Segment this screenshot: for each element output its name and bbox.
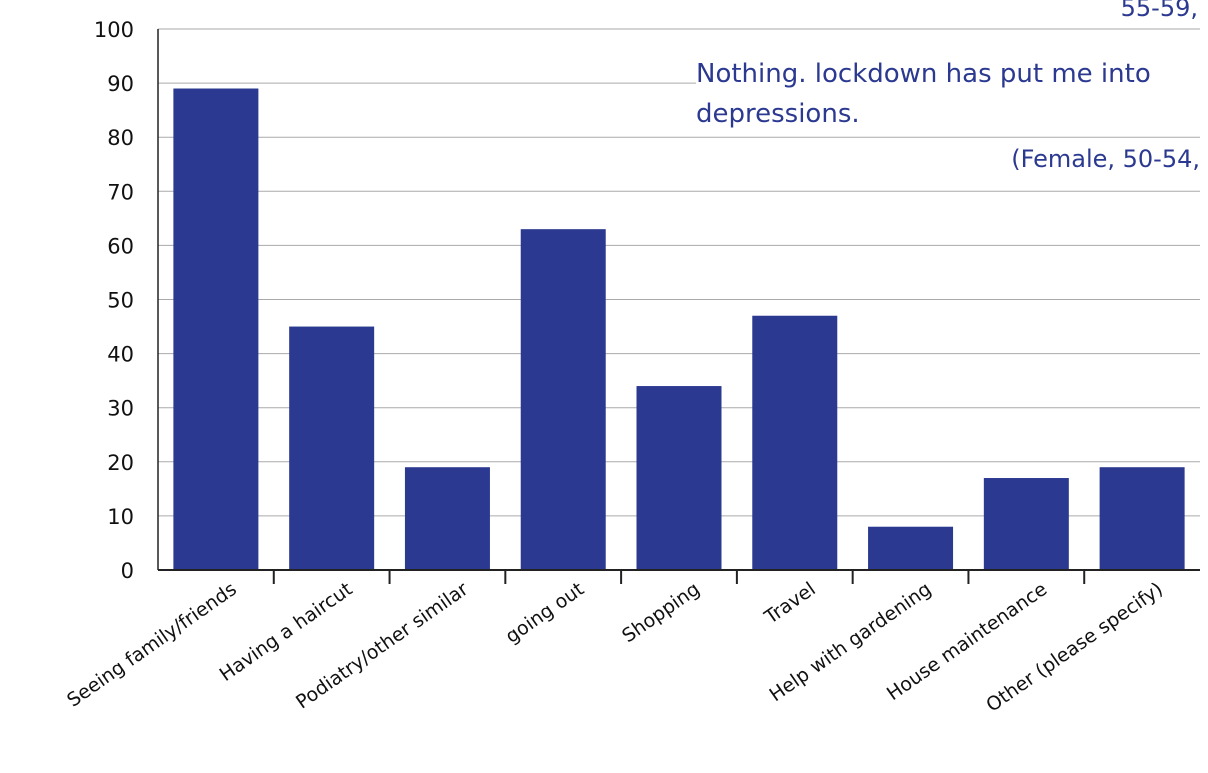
x-tick-label: Seeing family/friends (63, 578, 241, 712)
bar (404, 467, 490, 570)
y-tick-label: 0 (121, 559, 134, 583)
y-tick-label: 60 (107, 234, 134, 258)
y-tick-label: 40 (107, 343, 134, 367)
y-axis-ticks: 0 10 20 30 40 50 60 70 80 90 100 (94, 18, 134, 583)
bar (868, 526, 954, 570)
quote-text: Nothing. lockdown has put me into depres… (696, 54, 1202, 134)
quote-attribution: (Female, 50-54, (900, 141, 1200, 177)
y-tick-label: 30 (107, 397, 134, 421)
y-tick-label: 80 (107, 126, 134, 150)
x-tick-label: Shopping (618, 578, 704, 647)
bar (983, 478, 1069, 570)
bars (173, 88, 1185, 571)
bar (752, 315, 838, 570)
bar (173, 88, 259, 570)
y-tick-label: 10 (107, 505, 134, 529)
quote-attribution-top: 55-59, (1040, 0, 1198, 22)
y-tick-label: 50 (107, 289, 134, 313)
y-tick-label: 20 (107, 451, 134, 475)
y-tick-label: 100 (94, 18, 134, 42)
bar (1099, 467, 1185, 570)
bar (289, 326, 375, 570)
bar (636, 386, 722, 570)
bar (520, 229, 606, 571)
x-tick-label: Travel (760, 578, 820, 629)
y-tick-label: 70 (107, 180, 134, 204)
x-tick-label: going out (502, 578, 589, 648)
y-tick-label: 90 (107, 72, 134, 96)
axes (157, 29, 1200, 584)
